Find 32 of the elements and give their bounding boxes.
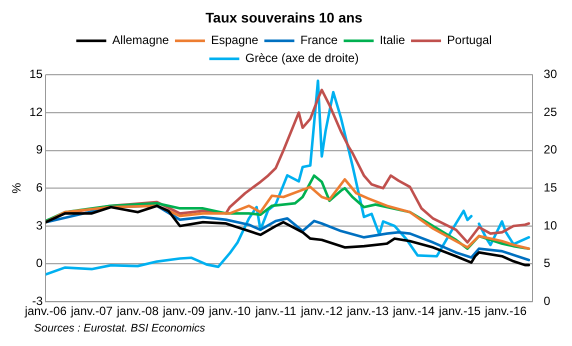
y2-tick-label: 30 <box>544 67 558 82</box>
y2-tick-label: 15 <box>544 180 558 195</box>
x-tick-label: janv.-15 <box>438 304 482 318</box>
legend-label: Grèce (axe de droite) <box>245 51 359 66</box>
y2-tick-label: 0 <box>544 294 551 308</box>
y2-tick-label: 20 <box>544 142 558 157</box>
y2-tick-label: 10 <box>544 218 558 232</box>
x-tick-label: janv.-10 <box>208 304 251 318</box>
legend-label: France <box>300 33 338 48</box>
chart-title: Taux souverains 10 ans <box>206 9 363 26</box>
x-tick-label: janv.-08 <box>116 304 159 318</box>
y2-tick-label: 25 <box>544 104 558 119</box>
y-tick-label: 15 <box>29 67 44 82</box>
y-tick-label: 3 <box>36 218 44 232</box>
y-tick-label: 12 <box>29 104 44 119</box>
legend-label: Italie <box>380 33 406 48</box>
y-tick-label: 6 <box>36 180 44 195</box>
source-note: Sources : Eurostat. BSI Economics <box>34 322 206 335</box>
legend-label: Allemagne <box>112 33 170 48</box>
x-tick-label: janv.-13 <box>346 304 390 318</box>
x-tick-label: janv.-14 <box>392 304 436 318</box>
x-tick-label: janv.-09 <box>162 304 205 318</box>
legend-label: Espagne <box>210 33 259 48</box>
y-tick-label: 0 <box>36 256 44 270</box>
legend-label: Portugal <box>447 33 492 48</box>
x-tick-label: janv.-12 <box>300 304 344 318</box>
x-tick-label: janv.-16 <box>484 304 528 318</box>
y2-tick-label: 5 <box>544 256 551 270</box>
y-tick-label: 9 <box>36 142 44 157</box>
x-tick-label: janv.-11 <box>254 304 297 318</box>
x-tick-label: janv.-07 <box>70 304 113 318</box>
y-axis-title: % <box>10 182 24 194</box>
